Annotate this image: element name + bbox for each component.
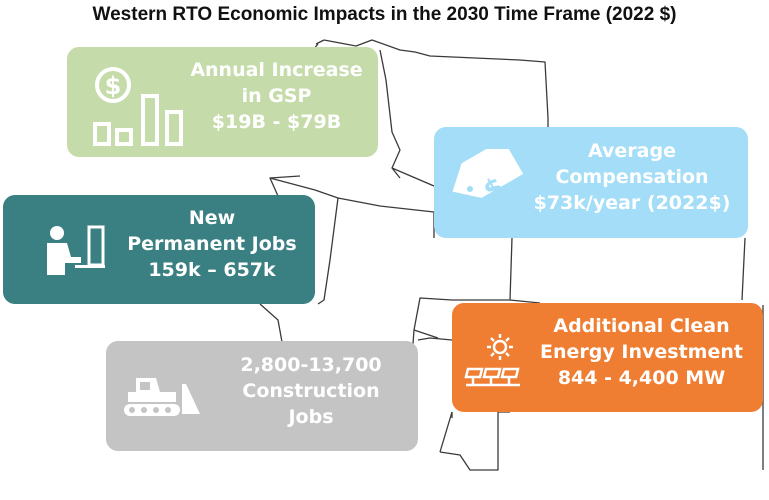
gsp-card: $ Annual Increase in GSP $19B - $79B — [67, 47, 378, 157]
clean-energy-card: Additional Clean Energy Investment 844 -… — [452, 303, 763, 412]
dollar-bar-chart-icon: $ — [93, 67, 183, 146]
clean-energy-line2: Energy Investment — [540, 341, 743, 364]
page-title: Western RTO Economic Impacts in the 2030… — [92, 4, 677, 25]
compensation-line2: Compensation — [555, 166, 709, 189]
compensation-line1: Average — [588, 140, 676, 162]
permanent-jobs-line1: New — [188, 207, 236, 229]
permanent-jobs-card: New Permanent Jobs 159k – 657k — [3, 195, 315, 304]
construction-jobs-value: 2,800-13,700 — [240, 354, 382, 376]
svg-text:$: $ — [105, 72, 122, 100]
permanent-jobs-value: 159k – 657k — [148, 259, 276, 282]
compensation-text: Average Compensation $73k/year (2022$) — [524, 138, 740, 217]
construction-jobs-card: 2,800-13,700 Construction Jobs — [106, 341, 418, 451]
construction-jobs-text: 2,800-13,700 Construction Jobs — [216, 352, 406, 431]
gsp-text: Annual Increase in GSP $19B - $79B — [179, 57, 374, 136]
solar-panels-icon — [464, 334, 520, 387]
permanent-jobs-text: New Permanent Jobs 159k – 657k — [113, 205, 311, 284]
gsp-line1: Annual Increase — [190, 59, 363, 81]
price-tag-icon: $ — [452, 149, 524, 207]
worker-computer-icon — [47, 225, 105, 275]
construction-jobs-line3: Jobs — [288, 406, 334, 429]
bulldozer-icon — [124, 378, 200, 416]
permanent-jobs-line2: Permanent Jobs — [127, 233, 297, 256]
construction-jobs-line2: Construction — [242, 380, 380, 403]
compensation-value: $73k/year (2022$) — [533, 192, 731, 215]
clean-energy-value: 844 - 4,400 MW — [557, 367, 726, 390]
gsp-line2: in GSP — [241, 85, 312, 108]
clean-energy-text: Additional Clean Energy Investment 844 -… — [524, 313, 759, 392]
compensation-card: $ Average Compensation $73k/year (2022$) — [434, 127, 748, 238]
gsp-value: $19B - $79B — [211, 111, 342, 134]
clean-energy-line1: Additional Clean — [553, 315, 730, 337]
